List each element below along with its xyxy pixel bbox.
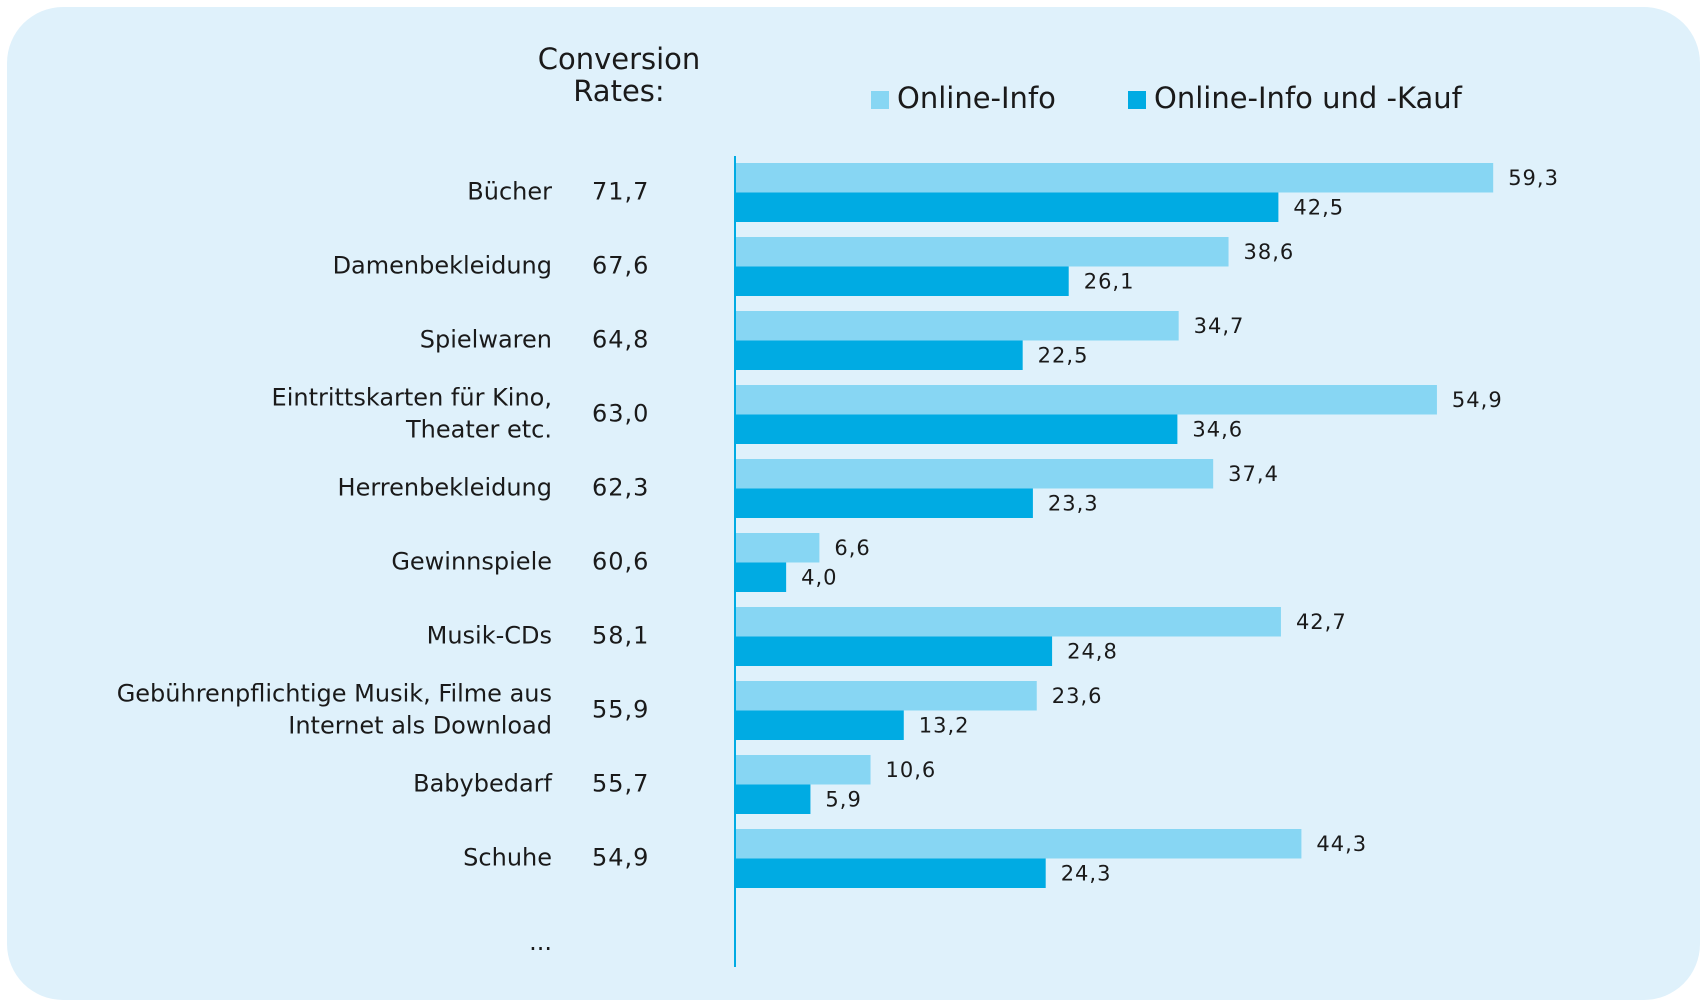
bar xyxy=(735,607,1281,637)
category-label: Bücher xyxy=(467,178,552,206)
category-label: Eintrittskarten für Kino, Theater etc. xyxy=(272,384,552,444)
value-label: 54,9 xyxy=(1452,388,1503,412)
bar xyxy=(735,829,1302,859)
conversion-rate: 62,3 xyxy=(592,474,649,502)
value-label: 23,3 xyxy=(1048,491,1099,515)
value-label: 22,5 xyxy=(1038,343,1089,367)
bar xyxy=(735,459,1214,489)
value-label: 34,6 xyxy=(1192,417,1243,441)
value-label: 26,1 xyxy=(1084,269,1135,293)
value-label: 42,5 xyxy=(1293,195,1344,219)
category-label: Gebührenpflichtige Musik, Filme aus Inter… xyxy=(117,680,552,740)
bar xyxy=(735,755,871,785)
value-label: 24,3 xyxy=(1061,861,1112,885)
conversion-rate: 63,0 xyxy=(592,400,649,428)
conversion-rate: 71,7 xyxy=(592,178,649,206)
value-label: 38,6 xyxy=(1244,240,1295,264)
conversion-rate: 58,1 xyxy=(592,622,649,650)
category-label: Gewinnspiele xyxy=(391,548,552,576)
bar xyxy=(735,533,820,563)
bar xyxy=(735,710,904,740)
category-label: Schuhe xyxy=(463,844,552,872)
value-label: 5,9 xyxy=(825,787,861,811)
value-label: 44,3 xyxy=(1316,832,1367,856)
bar xyxy=(735,562,787,592)
bar xyxy=(735,237,1229,267)
legend-label: Online-Info xyxy=(897,81,1056,115)
bar xyxy=(735,192,1279,222)
value-label: 4,0 xyxy=(801,565,837,589)
more-categories: ... xyxy=(529,928,552,956)
legend-swatch xyxy=(1128,91,1146,109)
conversion-rate: 54,9 xyxy=(592,844,649,872)
bar xyxy=(735,414,1178,444)
category-label: Babybedarf xyxy=(413,770,552,798)
value-label: 24,8 xyxy=(1067,639,1118,663)
bar xyxy=(735,340,1023,370)
legend-swatch xyxy=(871,91,889,109)
conversion-rate: 55,7 xyxy=(592,770,649,798)
bar xyxy=(735,858,1046,888)
bar xyxy=(735,385,1437,415)
value-label: 6,6 xyxy=(834,536,870,560)
category-label: Spielwaren xyxy=(420,326,552,354)
bar xyxy=(735,163,1494,193)
bar xyxy=(735,266,1069,296)
bar xyxy=(735,488,1033,518)
conversion-rate: 55,9 xyxy=(592,696,649,724)
conversion-rates-title: Conversion Rates: xyxy=(538,42,701,108)
bar xyxy=(735,636,1053,666)
category-label: Herrenbekleidung xyxy=(338,474,552,502)
conversion-rate: 64,8 xyxy=(592,326,649,354)
value-label: 37,4 xyxy=(1228,462,1279,486)
value-label: 23,6 xyxy=(1052,684,1103,708)
value-label: 42,7 xyxy=(1296,610,1347,634)
bar xyxy=(735,681,1037,711)
legend-label: Online-Info und -Kauf xyxy=(1154,81,1463,115)
conversion-rate: 60,6 xyxy=(592,548,649,576)
category-label: Damenbekleidung xyxy=(333,252,552,280)
value-label: 59,3 xyxy=(1508,166,1559,190)
bar xyxy=(735,311,1179,341)
value-label: 13,2 xyxy=(919,713,970,737)
conversion-rate: 67,6 xyxy=(592,252,649,280)
value-label: 10,6 xyxy=(886,758,937,782)
bar xyxy=(735,784,811,814)
category-label: Musik-CDs xyxy=(427,622,552,650)
value-label: 34,7 xyxy=(1194,314,1245,338)
